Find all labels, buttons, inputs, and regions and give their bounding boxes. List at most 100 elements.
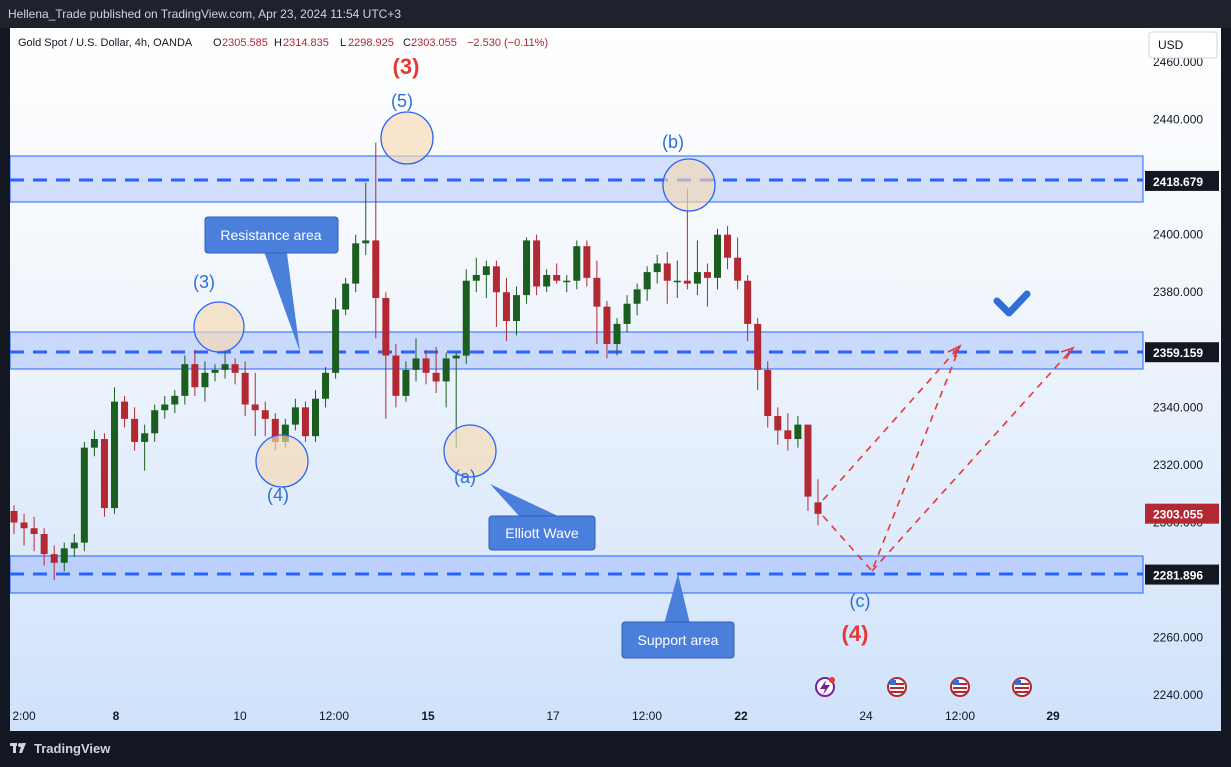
candle-body [703, 272, 711, 278]
candle-body [291, 407, 299, 425]
candle-body [613, 323, 621, 345]
candle-body [251, 404, 259, 411]
candle-body [452, 355, 460, 359]
projection-path-2 [822, 345, 961, 501]
candle-body [633, 289, 641, 304]
us-flag-event-icon[interactable] [887, 677, 907, 697]
candle-body [673, 280, 681, 283]
price-tag-label: 2359.159 [1153, 346, 1203, 360]
candle-body [543, 274, 551, 287]
change-value: −2.530 (−0.11%) [467, 37, 548, 49]
currency-button[interactable] [1148, 31, 1218, 59]
candle-body [261, 410, 269, 419]
time-tick-label: 8 [113, 709, 120, 723]
projection-path-1 [822, 345, 961, 573]
candle-body [533, 240, 541, 287]
wave-b-circle [662, 158, 716, 212]
candle-body [603, 306, 611, 345]
candle-body [653, 263, 661, 273]
support-callout[interactable] [621, 621, 735, 659]
candle-body [573, 246, 581, 281]
support-callout-pointer [664, 574, 690, 624]
candle-body [362, 240, 370, 244]
price-tick-label: 2260.000 [1153, 631, 1203, 645]
close-value: 2303.055 [411, 37, 457, 49]
time-tick-label: 10 [233, 709, 247, 723]
candle-body [724, 234, 732, 258]
tradingview-brand: TradingView [34, 741, 111, 756]
candle-body [161, 404, 169, 411]
candle-body [151, 410, 159, 434]
candle-body [784, 430, 792, 440]
candle-body [402, 369, 410, 396]
time-tick-label: 17 [546, 709, 560, 723]
wave-4-major-label: (4) [842, 621, 869, 646]
wave-3-circle [193, 301, 245, 353]
candle-body [643, 272, 651, 290]
candle-body [131, 418, 139, 442]
candle-body [342, 283, 350, 310]
price-tag [1145, 564, 1219, 585]
candle-body [80, 447, 88, 543]
elliott-callout-text: Elliott Wave [505, 525, 579, 541]
candle-body [352, 243, 360, 284]
ohlc-legend: Gold Spot / U.S. Dollar, 4h, OANDA O 230… [18, 37, 548, 49]
candle-body [70, 542, 78, 549]
tradingview-logo-icon [10, 742, 26, 753]
tradingview-logo[interactable]: TradingView [10, 741, 110, 756]
candle-body [231, 364, 239, 373]
wave-3-major-label: (3) [393, 54, 420, 79]
candle-body [141, 433, 149, 442]
candle-body [90, 439, 98, 448]
wave-4-minor-label: (4) [267, 485, 289, 505]
time-tick-label: 12:00 [945, 709, 975, 723]
wave-a-label: (a) [454, 467, 476, 487]
lightning-event-icon[interactable] [815, 677, 835, 697]
candle-body [462, 280, 470, 356]
candle-body [683, 280, 691, 284]
candle-body [814, 502, 822, 514]
candle-body [482, 266, 490, 275]
chart-svg[interactable]: (3) (5) (b) (3) (4) (a) (c) (4) Resistan… [10, 28, 1221, 731]
candle-body [392, 355, 400, 396]
support-callout-text: Support area [638, 632, 719, 648]
candle-body [10, 510, 18, 523]
low-label: L [340, 37, 346, 49]
candle-body [502, 292, 510, 322]
candle-body [432, 372, 440, 382]
candle-body [191, 364, 199, 388]
candle-body [60, 548, 68, 563]
candle-body [322, 372, 330, 399]
us-flag-event-icon[interactable] [1012, 677, 1032, 697]
price-axis[interactable]: 2460.0002440.0002420.0002400.0002380.000… [1153, 55, 1203, 702]
publish-bar: Hellena_Trade published on TradingView.c… [0, 0, 1231, 28]
time-tick-label: 12:00 [632, 709, 662, 723]
candle-body [734, 257, 742, 281]
arrowhead-1 [947, 344, 962, 358]
candle-body [171, 395, 179, 405]
candle-body [301, 407, 309, 437]
candle-body [663, 263, 671, 281]
candle-body [382, 297, 390, 356]
elliott-callout[interactable] [488, 515, 596, 551]
candle-body [593, 277, 601, 307]
candle-body [693, 272, 701, 284]
us-flag-event-icon[interactable] [950, 677, 970, 697]
resistance-callout[interactable] [204, 216, 339, 254]
time-axis[interactable]: 2:00 8 10 12:00 15 17 12:00 22 24 12:00 29 [12, 709, 1060, 723]
wave-5-label: (5) [391, 91, 413, 111]
candle-body [281, 424, 289, 442]
candle-body [271, 418, 279, 442]
open-value: 2305.585 [222, 37, 268, 49]
candle-body [412, 358, 420, 370]
candle-body [794, 424, 802, 440]
candle-body [754, 323, 762, 370]
price-tick-label: 2380.000 [1153, 285, 1203, 299]
candle-body [563, 280, 571, 283]
time-tick-label: 15 [421, 709, 435, 723]
candle-body [20, 522, 28, 529]
chart-pane[interactable]: (3) (5) (b) (3) (4) (a) (c) (4) Resistan… [10, 28, 1221, 731]
price-tag [1145, 342, 1219, 363]
wave-5-circle [380, 111, 434, 165]
time-tick-label: 2:00 [12, 709, 36, 723]
